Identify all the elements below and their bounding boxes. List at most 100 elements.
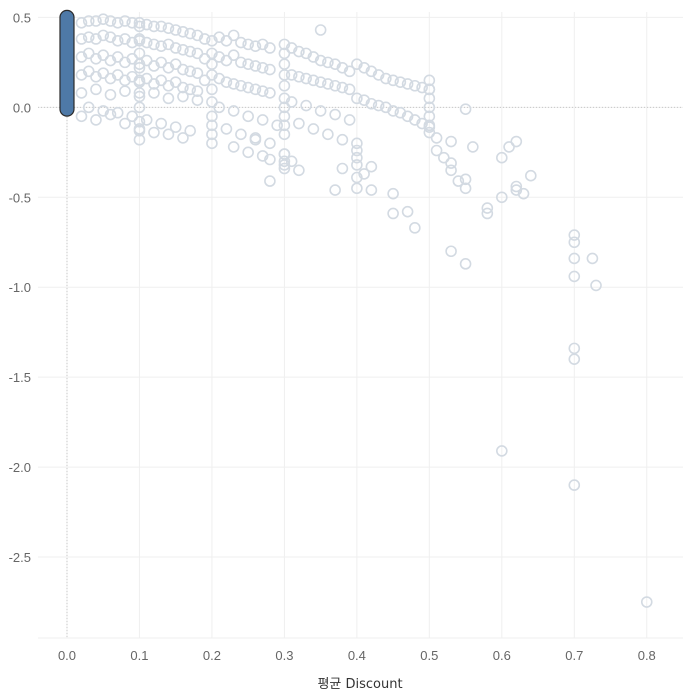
data-point[interactable]: [82, 47, 95, 60]
data-point[interactable]: [133, 20, 146, 33]
data-point[interactable]: [387, 105, 399, 117]
data-point[interactable]: [104, 15, 117, 27]
data-point[interactable]: [336, 133, 349, 146]
data-point[interactable]: [126, 52, 139, 65]
data-point[interactable]: [401, 78, 414, 90]
data-point[interactable]: [206, 128, 218, 141]
data-point[interactable]: [423, 92, 436, 105]
data-point[interactable]: [264, 87, 276, 99]
data-point[interactable]: [459, 182, 472, 195]
data-point[interactable]: [351, 137, 363, 150]
data-point[interactable]: [235, 128, 247, 141]
data-point[interactable]: [496, 191, 508, 204]
data-point[interactable]: [438, 151, 450, 164]
data-point[interactable]: [227, 141, 240, 153]
data-point[interactable]: [525, 169, 537, 182]
data-point[interactable]: [148, 87, 160, 99]
data-point[interactable]: [111, 16, 124, 29]
data-point[interactable]: [264, 153, 276, 166]
data-point[interactable]: [445, 164, 457, 177]
data-point[interactable]: [423, 119, 436, 132]
data-point[interactable]: [133, 74, 146, 87]
data-point[interactable]: [97, 67, 110, 79]
data-point[interactable]: [133, 61, 146, 74]
data-point[interactable]: [568, 353, 581, 365]
data-point[interactable]: [82, 31, 95, 43]
data-point[interactable]: [278, 162, 291, 175]
data-point[interactable]: [586, 252, 599, 265]
data-point[interactable]: [278, 128, 291, 141]
data-point[interactable]: [351, 151, 363, 164]
data-point[interactable]: [256, 85, 269, 97]
data-point[interactable]: [191, 47, 204, 60]
data-point[interactable]: [191, 94, 204, 106]
data-point[interactable]: [119, 15, 131, 27]
data-point[interactable]: [162, 22, 175, 34]
data-point[interactable]: [227, 78, 240, 90]
data-point[interactable]: [235, 79, 247, 92]
data-point[interactable]: [430, 144, 443, 157]
data-point[interactable]: [271, 119, 283, 132]
data-point[interactable]: [640, 596, 653, 608]
data-point[interactable]: [380, 72, 392, 85]
data-point[interactable]: [336, 81, 349, 94]
data-point[interactable]: [293, 70, 305, 83]
data-point[interactable]: [97, 13, 110, 25]
data-point[interactable]: [423, 126, 436, 139]
data-point[interactable]: [293, 164, 305, 177]
data-point[interactable]: [329, 184, 341, 196]
data-point[interactable]: [75, 110, 88, 123]
data-point[interactable]: [249, 40, 262, 52]
data-point[interactable]: [169, 24, 182, 36]
data-point[interactable]: [322, 78, 334, 90]
data-point[interactable]: [198, 52, 211, 65]
data-point[interactable]: [140, 114, 153, 126]
data-point[interactable]: [104, 88, 117, 101]
data-point[interactable]: [191, 85, 204, 97]
data-point[interactable]: [314, 24, 327, 36]
data-point[interactable]: [430, 132, 443, 144]
data-point[interactable]: [169, 58, 182, 70]
data-point[interactable]: [300, 99, 312, 112]
highlighted-mark-group[interactable]: [59, 9, 75, 117]
data-point[interactable]: [510, 184, 523, 196]
data-point[interactable]: [365, 97, 378, 110]
data-point[interactable]: [510, 135, 523, 148]
data-point[interactable]: [90, 114, 102, 126]
data-point[interactable]: [264, 42, 276, 54]
data-point[interactable]: [481, 202, 494, 214]
data-point[interactable]: [177, 90, 189, 103]
data-point[interactable]: [314, 54, 327, 67]
data-point[interactable]: [155, 20, 168, 33]
data-point[interactable]: [496, 445, 508, 457]
data-point[interactable]: [590, 279, 602, 292]
data-point[interactable]: [104, 108, 117, 121]
data-point[interactable]: [148, 126, 160, 139]
data-point[interactable]: [467, 141, 479, 153]
data-point[interactable]: [169, 121, 182, 133]
data-point[interactable]: [242, 58, 254, 70]
data-point[interactable]: [351, 92, 363, 105]
data-point[interactable]: [198, 74, 211, 87]
data-point[interactable]: [148, 20, 160, 33]
data-point[interactable]: [365, 160, 378, 173]
data-point[interactable]: [568, 270, 581, 283]
data-point[interactable]: [300, 72, 312, 85]
data-point[interactable]: [387, 207, 399, 220]
data-point[interactable]: [256, 114, 269, 126]
data-point[interactable]: [133, 124, 146, 137]
data-point[interactable]: [220, 34, 233, 47]
data-point[interactable]: [568, 479, 581, 491]
data-point[interactable]: [169, 76, 182, 88]
data-point[interactable]: [227, 29, 240, 42]
data-point[interactable]: [423, 110, 436, 123]
data-point[interactable]: [75, 16, 88, 29]
data-point[interactable]: [75, 87, 88, 99]
data-point[interactable]: [264, 63, 276, 76]
data-point[interactable]: [510, 180, 523, 193]
data-point[interactable]: [322, 128, 334, 141]
data-point[interactable]: [264, 175, 276, 187]
data-point[interactable]: [90, 83, 102, 96]
data-point[interactable]: [459, 103, 472, 115]
data-point[interactable]: [387, 74, 399, 87]
